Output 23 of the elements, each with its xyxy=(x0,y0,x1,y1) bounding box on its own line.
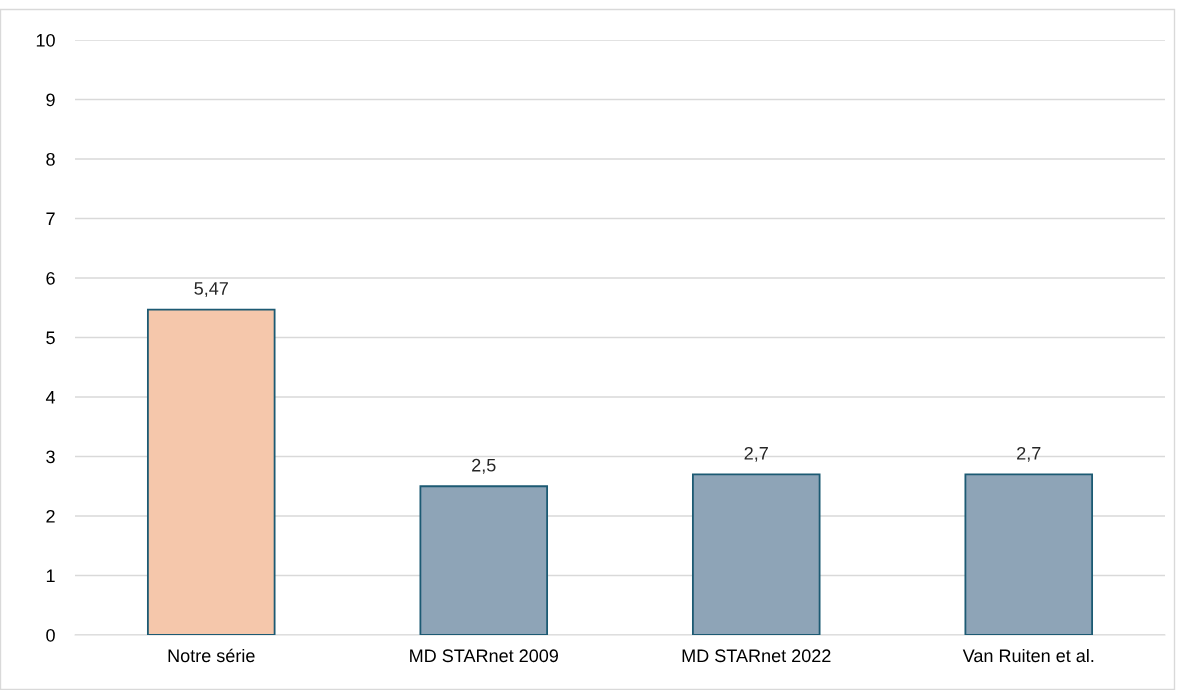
y-tick-label: 8 xyxy=(46,152,55,166)
y-tick-label: 5 xyxy=(46,331,55,345)
y-tick-label: 1 xyxy=(46,569,55,583)
bar xyxy=(419,485,549,635)
y-tick-label: 2 xyxy=(46,509,55,523)
bar xyxy=(146,308,276,635)
bar xyxy=(691,473,821,635)
y-tick-label: 6 xyxy=(46,271,55,285)
x-tick-label: Van Ruiten et al. xyxy=(962,648,1094,663)
y-tick-label: 0 xyxy=(46,628,55,642)
data-label: 2,5 xyxy=(472,458,496,474)
x-tick-label: MD STARnet 2009 xyxy=(410,649,558,663)
y-tick-label: 9 xyxy=(46,93,55,107)
x-tick-label: MD STARnet 2022 xyxy=(682,649,831,663)
y-tick-label: 10 xyxy=(36,33,55,47)
x-tick-label: Notre série xyxy=(168,648,255,663)
bar xyxy=(964,473,1094,635)
y-tick-label: 4 xyxy=(45,391,56,404)
data-label: 5,47 xyxy=(194,282,228,297)
data-label: 2,7 xyxy=(744,446,768,462)
y-tick-label: 7 xyxy=(46,212,55,226)
data-label: 2,7 xyxy=(1017,446,1041,462)
y-tick-label: 3 xyxy=(46,450,55,464)
